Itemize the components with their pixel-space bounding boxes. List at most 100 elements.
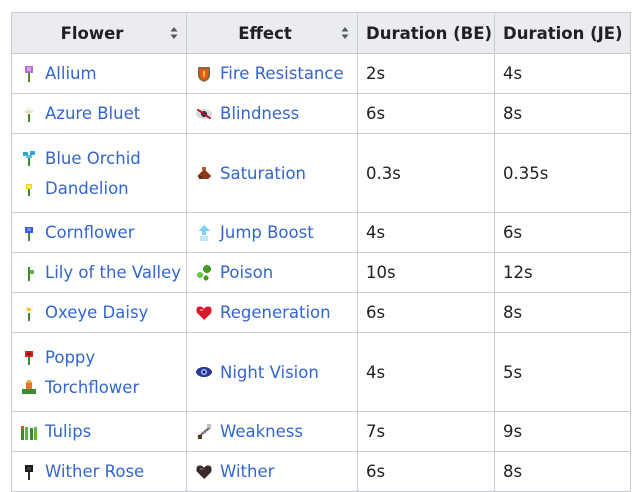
duration-je-cell: 8s [494, 93, 631, 134]
flower-entry: Blue Orchid [20, 143, 178, 173]
wither-rose-icon [20, 463, 38, 481]
poison-icon [195, 264, 213, 282]
flower-entry: Wither Rose [20, 457, 178, 487]
flower-entry: Dandelion [20, 173, 178, 203]
tulips-icon [20, 423, 38, 441]
header-label-flower: Flower [60, 23, 124, 43]
effect-link[interactable]: Jump Boost [220, 223, 314, 242]
table-row: Azure Bluet Blindness 6s 8s [11, 93, 631, 134]
duration-be-cell: 6s [357, 292, 495, 333]
effect-entry: Weakness [195, 422, 349, 441]
duration-be-cell: 10s [357, 252, 495, 293]
saturation-icon [195, 164, 213, 182]
sort-icon[interactable] [170, 26, 178, 40]
flower-entry: Poppy [20, 342, 178, 372]
flower-effects-table: Flower Effect Duration (BE) Duration (JE… [11, 12, 631, 492]
duration-be-cell: 2s [357, 53, 495, 94]
effect-link[interactable]: Blindness [220, 104, 300, 123]
header-label-duration-be: Duration (BE) [366, 23, 493, 43]
flower-entry: Tulips [20, 417, 178, 447]
effect-entry: Saturation [195, 164, 349, 183]
effect-entry: Night Vision [195, 363, 349, 382]
effect-link[interactable]: Regeneration [220, 303, 331, 322]
header-label-effect: Effect [238, 23, 292, 43]
azure-bluet-icon [20, 105, 38, 123]
flower-link[interactable]: Wither Rose [45, 462, 145, 481]
lily-of-the-valley-icon [20, 264, 38, 282]
column-header-duration-be: Duration (BE) [357, 12, 495, 54]
effect-link[interactable]: Weakness [220, 422, 303, 441]
flower-cell: Lily of the Valley [11, 252, 187, 293]
jump-boost-icon [195, 224, 213, 242]
duration-be-cell: 6s [357, 451, 495, 492]
effect-link[interactable]: Poison [220, 263, 274, 282]
duration-je-cell: 12s [494, 252, 631, 293]
flower-entry: Torchflower [20, 372, 178, 402]
effect-entry: Poison [195, 263, 349, 282]
effect-cell: Blindness [186, 93, 358, 134]
effect-link[interactable]: Night Vision [220, 362, 319, 382]
fire-resistance-icon [195, 65, 213, 83]
flower-link[interactable]: Cornflower [45, 223, 135, 242]
cornflower-icon [20, 224, 38, 242]
flower-cell: Tulips [11, 411, 187, 452]
effect-cell: Saturation [186, 133, 358, 213]
flower-link[interactable]: Poppy [45, 347, 96, 367]
effect-cell: Regeneration [186, 292, 358, 333]
effect-entry: Fire Resistance [195, 64, 349, 83]
flower-link[interactable]: Allium [45, 64, 97, 83]
flower-cell: Poppy Torchflower [11, 332, 187, 412]
table-row: Allium Fire Resistance 2s 4s [11, 53, 631, 94]
flower-link[interactable]: Blue Orchid [45, 148, 141, 168]
effect-entry: Blindness [195, 104, 349, 123]
flower-link[interactable]: Tulips [45, 422, 92, 441]
effect-cell: Weakness [186, 411, 358, 452]
effect-link[interactable]: Saturation [220, 163, 307, 183]
table-row: Oxeye Daisy Regeneration 6s 8s [11, 292, 631, 333]
duration-je-cell: 0.35s [494, 133, 631, 213]
flower-cell: Cornflower [11, 212, 187, 253]
header-row: Flower Effect Duration (BE) Duration (JE… [11, 12, 631, 54]
effect-link[interactable]: Wither [220, 462, 275, 481]
effect-cell: Fire Resistance [186, 53, 358, 94]
effect-entry: Wither [195, 462, 349, 481]
sort-icon[interactable] [341, 26, 349, 40]
table-row: Wither Rose Wither 6s 8s [11, 451, 631, 492]
dandelion-icon [20, 179, 38, 197]
flower-cell: Azure Bluet [11, 93, 187, 134]
effect-link[interactable]: Fire Resistance [220, 64, 344, 83]
table-row: Lily of the Valley Poison 10s 12s [11, 252, 631, 293]
flower-link[interactable]: Lily of the Valley [45, 263, 182, 282]
flower-link[interactable]: Oxeye Daisy [45, 303, 149, 322]
effect-entry: Jump Boost [195, 223, 349, 242]
duration-be-cell: 6s [357, 93, 495, 134]
torchflower-icon [20, 378, 38, 396]
column-header-flower[interactable]: Flower [11, 12, 187, 54]
duration-be-cell: 7s [357, 411, 495, 452]
flower-cell: Oxeye Daisy [11, 292, 187, 333]
header-label-duration-je: Duration (JE) [503, 23, 623, 43]
column-header-duration-je: Duration (JE) [494, 12, 631, 54]
duration-be-cell: 4s [357, 212, 495, 253]
table-row: Blue Orchid Dandelion Saturation 0.3s 0.35s [11, 133, 631, 213]
duration-je-cell: 9s [494, 411, 631, 452]
duration-be-cell: 0.3s [357, 133, 495, 213]
effect-cell: Poison [186, 252, 358, 293]
effect-cell: Wither [186, 451, 358, 492]
night-vision-icon [195, 363, 213, 381]
flower-entry: Lily of the Valley [20, 258, 182, 288]
column-header-effect[interactable]: Effect [186, 12, 358, 54]
flower-link[interactable]: Torchflower [45, 377, 140, 397]
duration-je-cell: 8s [494, 451, 631, 492]
flower-entry: Allium [20, 59, 178, 89]
flower-link[interactable]: Azure Bluet [45, 104, 141, 123]
oxeye-daisy-icon [20, 304, 38, 322]
table-row: Cornflower Jump Boost 4s 6s [11, 212, 631, 253]
flower-cell: Allium [11, 53, 187, 94]
flower-link[interactable]: Dandelion [45, 178, 129, 198]
duration-je-cell: 8s [494, 292, 631, 333]
flower-entry: Oxeye Daisy [20, 298, 178, 328]
flower-cell: Wither Rose [11, 451, 187, 492]
duration-je-cell: 4s [494, 53, 631, 94]
weakness-icon [195, 423, 213, 441]
